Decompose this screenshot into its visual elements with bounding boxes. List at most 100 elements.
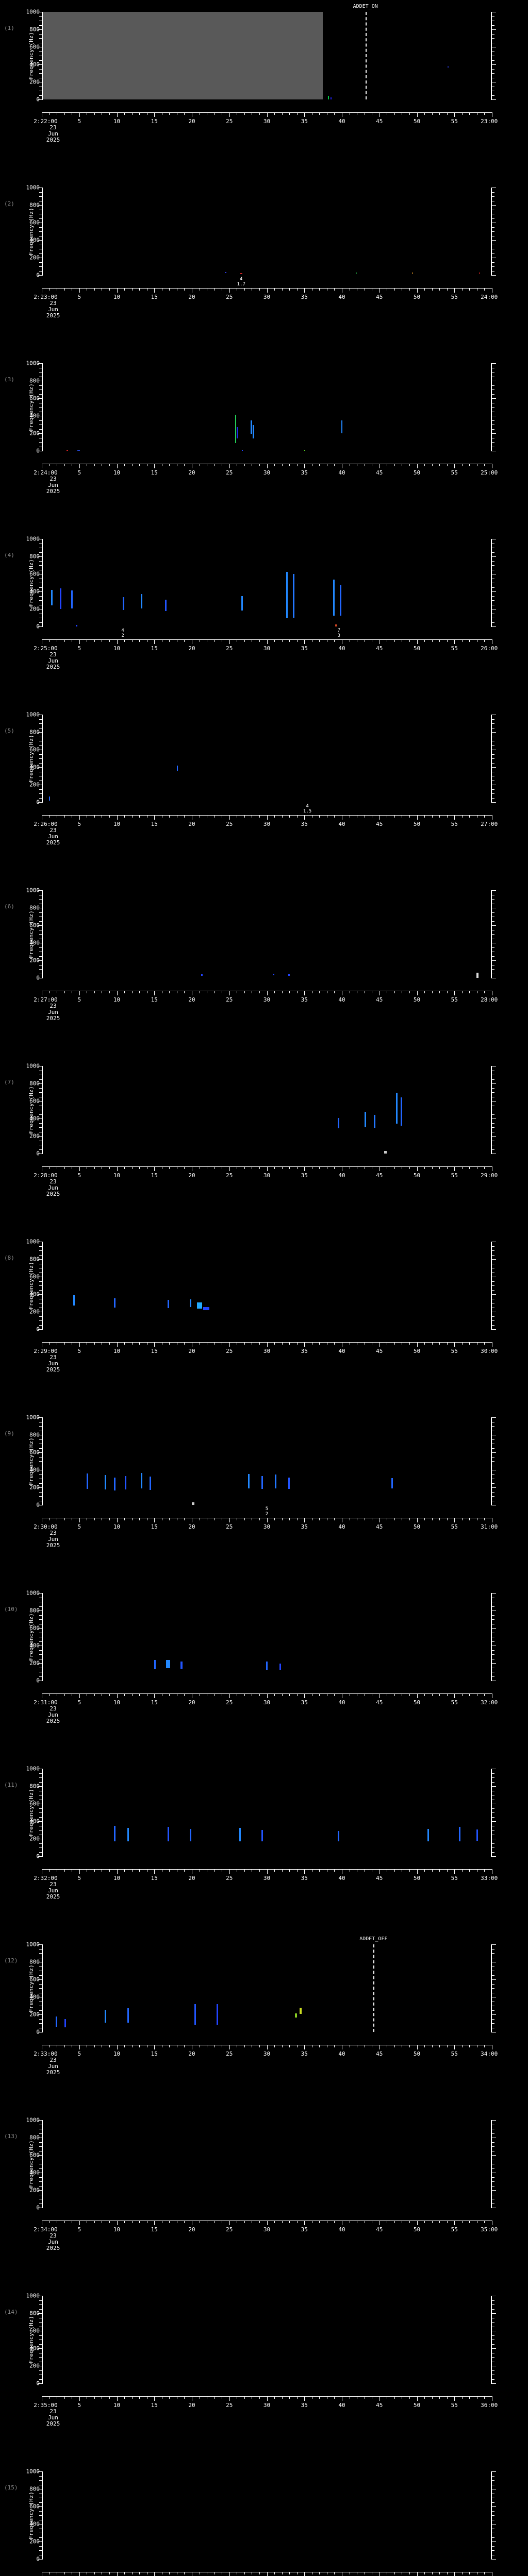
plot-area[interactable]: 0 200 400 600 800 1000 [26,711,496,806]
x-tick [64,1518,65,1520]
detection-mark [288,1478,290,1489]
x-tick [274,2396,275,2399]
y-tick-right [491,1948,494,1950]
y-tick [39,2480,43,2481]
plot-area[interactable]: 0 200 400 600 800 1000 [26,1063,496,1157]
y-tick-right [491,1944,496,1945]
x-tick [454,639,455,644]
x-tick [109,112,110,115]
x-tick [424,112,425,115]
y-tick [39,1114,43,1115]
plot-area[interactable]: 0 200 400 600 800 1000 [26,2117,496,2211]
detection-mark [252,425,254,439]
panel-index-label: (4) [4,552,14,558]
x-tick [267,112,268,117]
x-tick [184,1693,185,1696]
y-tick [39,266,43,267]
y-tick-right [491,2142,494,2143]
y-tick-right [491,389,494,390]
y-tick [39,596,43,597]
panel-index-label: (6) [4,903,14,910]
y-tick-right [491,561,494,562]
date-line: 23 [50,2057,57,2063]
y-tick [39,2476,43,2477]
x-tick [447,2221,448,2223]
y-tick [38,767,43,768]
event-marker-line [365,12,367,99]
y-tick-label: 0 [36,2204,40,2211]
x-axis-date-block: 23 Jun 2025 [38,652,69,670]
x-tick [319,2045,320,2047]
plot-area[interactable]: ADDET_ON 0 200 400 600 800 1000 [26,4,496,103]
x-tick [124,815,125,818]
plot-area[interactable]: 0 200 400 600 800 1000 [26,1414,496,1509]
x-tick-label: 10 [113,1348,121,1354]
plot-area[interactable]: 0 200 400 600 800 1000 [26,887,496,981]
x-axis-date-block: 23 Jun 2025 [38,1706,69,1724]
x-tick [289,2396,290,2399]
x-tick [131,464,133,466]
y-tick-right [491,1329,496,1330]
date-line: 23 [50,1881,57,1888]
panel-index-label: (5) [4,727,14,734]
x-tick [124,464,125,466]
y-tick-right [491,1439,494,1440]
x-tick [139,639,140,642]
x-tick [229,288,230,293]
y-tick-right [491,2155,496,2156]
y-tick [39,33,43,35]
y-tick-label: 1000 [26,2116,40,2124]
x-tick [334,991,335,993]
x-axis-date-block: 23 Jun 2025 [38,300,69,319]
date-line: Jun [48,482,58,488]
detection-mark [330,97,332,99]
plot-area[interactable]: 0 200 400 600 800 1000 [26,2293,496,2387]
y-tick [39,1316,43,1317]
x-tick-label: 5 [77,1523,81,1530]
y-tick-right [491,1285,494,1286]
x-tick-label: 25 [226,2402,233,2409]
plot-area[interactable]: 0 200 400 600 800 1000 [26,1239,496,1333]
x-tick [296,2572,298,2574]
x-tick [289,1342,290,1345]
x-tick [274,288,275,291]
date-line: Jun [48,1711,58,1718]
x-tick [304,1518,305,1522]
y-tick-label: 800 [29,1607,40,1614]
x-tick [131,1693,133,1696]
y-tick-right [491,758,494,759]
y-tick-right [491,934,494,935]
x-tick [117,639,118,644]
x-tick [454,1518,455,1522]
x-axis-date-block: 23 Jun 2025 [38,2409,69,2427]
plot-area[interactable]: 0 200 400 600 800 1000 [26,2468,496,2563]
y-tick-label: 0 [36,799,40,806]
y-tick-label: 200 [29,1835,40,1842]
x-tick [469,1693,470,1696]
plot-area[interactable]: 0 200 400 600 800 1000 [26,1590,496,1684]
plot-area[interactable]: ADDET_OFF 0 200 400 600 800 1000 [26,1936,496,2036]
detection-label-line: 4 [121,628,124,633]
x-tick-label: 30 [263,645,271,652]
x-tick-label: 25 [226,821,233,827]
x-tick [94,2396,95,2399]
detection-mark [458,1826,460,1841]
x-tick-label: 50 [413,294,421,300]
x-tick-label: 45 [376,821,383,827]
x-tick [131,2572,133,2574]
x-tick [79,1166,80,1171]
x-tick [417,112,418,117]
y-tick-right [491,2322,494,2323]
plot-area[interactable]: 0 200 400 600 800 1000 [26,1766,496,1860]
y-tick-right [491,626,496,627]
x-tick [424,815,425,818]
x-axis: 2:25:00 23 Jun 2025 5 10 15 20 25 30 35 40 45 50 55 26:… [34,639,498,670]
x-tick [274,1518,275,1520]
plot-area[interactable]: 0 200 400 600 800 1000 [26,360,496,454]
plot-area[interactable]: 0 200 400 600 800 1000 [26,184,496,279]
y-tick [39,552,43,553]
y-tick [39,2133,43,2134]
x-tick [131,288,133,291]
plot-area[interactable]: 0 200 400 600 800 1000 [26,536,496,630]
